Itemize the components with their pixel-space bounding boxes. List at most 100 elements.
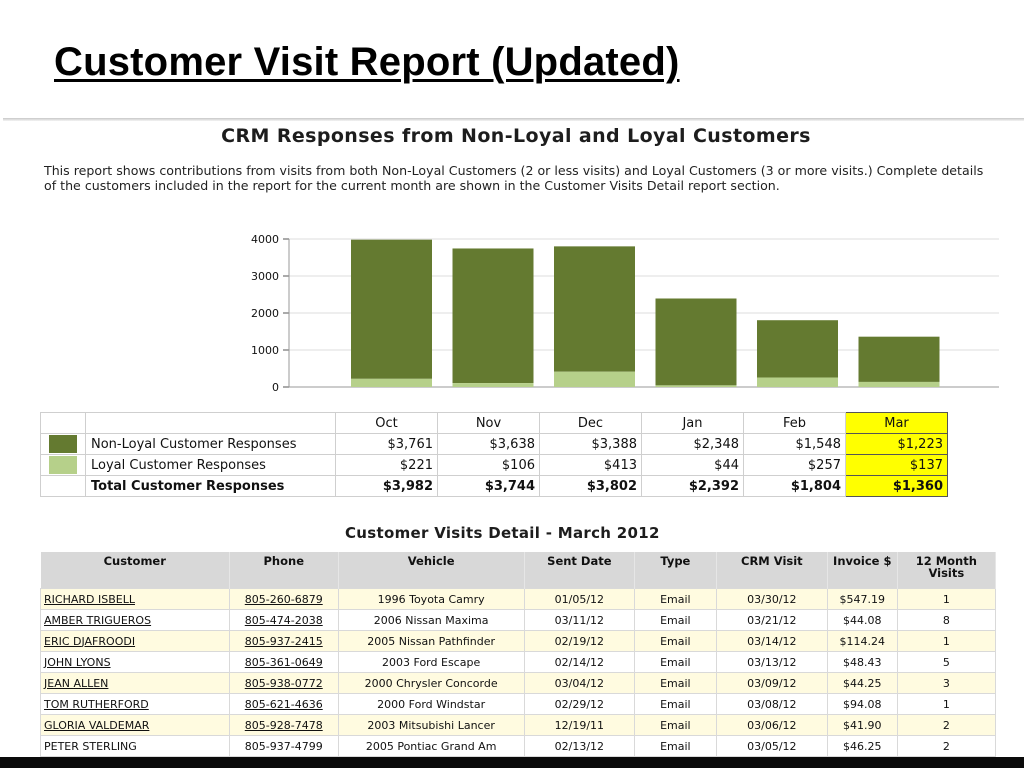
table-row: ERIC DJAFROODI 805-937-2415 2005 Nissan Pa… [40, 630, 997, 652]
y-tick-label-4: 4000 [251, 233, 279, 246]
bar-loyal-jan [655, 385, 737, 387]
cell-crm-visit: 03/21/12 [715, 609, 828, 631]
cell-type: Email [633, 609, 717, 631]
row-label: Non-Loyal Customer Responses [85, 433, 336, 455]
cell-sent-date: 01/05/12 [523, 588, 635, 610]
report-description: This report shows contributions from vis… [44, 163, 984, 193]
legend-swatch-cell [40, 475, 86, 497]
cell-type: Email [633, 672, 717, 694]
table-row: RICHARD ISBELL 805-260-6879 1996 Toyota Ca… [40, 588, 997, 610]
cell-invoice: $41.90 [826, 714, 898, 736]
bar-non-loyal-jan [655, 298, 737, 386]
value-cell-feb: $1,548 [743, 433, 846, 455]
value-cell-jan: $2,348 [641, 433, 744, 455]
cell-vehicle: 2003 Mitsubishi Lancer [337, 714, 525, 736]
cell-sent-date: 03/11/12 [523, 609, 635, 631]
table-row: JOHN LYONS 805-361-0649 2003 Ford Escape 02… [40, 651, 997, 673]
summary-header-row: Oct Nov Dec Jan Feb Mar [40, 412, 948, 434]
summary-table: Oct Nov Dec Jan Feb Mar Non-Loyal Customer Re… [40, 412, 948, 497]
bar-loyal-oct [351, 378, 432, 387]
bar-non-loyal-nov [452, 248, 534, 384]
value-cell-nov: $106 [437, 454, 540, 476]
month-header-jan: Jan [641, 412, 744, 434]
row-label: Total Customer Responses [85, 475, 336, 497]
cell-phone[interactable]: 805-928-7478 [228, 714, 339, 736]
y-tick-label-1: 1000 [251, 344, 279, 357]
cell-phone[interactable]: 805-361-0649 [228, 651, 339, 673]
column-header-invoice: Invoice $ [827, 552, 898, 589]
cell-crm-visit: 03/06/12 [715, 714, 828, 736]
cell-phone[interactable]: 805-937-2415 [228, 630, 339, 652]
summary-label-header [85, 412, 336, 434]
cell-type: Email [633, 630, 717, 652]
cell-invoice: $46.25 [826, 735, 898, 757]
bar-loyal-mar [858, 381, 940, 387]
summary-corner-cell [40, 412, 86, 434]
cell-sent-date: 02/13/12 [523, 735, 635, 757]
month-header-mar: Mar [845, 412, 948, 434]
table-row: GLORIA VALDEMAR 805-928-7478 2003 Mitsubis… [40, 714, 997, 736]
cell-invoice: $94.08 [826, 693, 898, 715]
cell-visits: 5 [896, 651, 997, 673]
cell-visits: 1 [896, 693, 997, 715]
cell-phone: 805-937-4799 [228, 735, 339, 757]
cell-crm-visit: 03/05/12 [715, 735, 828, 757]
cell-phone[interactable]: 805-621-4636 [228, 693, 339, 715]
value-cell-dec: $413 [539, 454, 642, 476]
cell-crm-visit: 03/14/12 [715, 630, 828, 652]
column-header-type: Type [634, 552, 717, 589]
value-cell-nov: $3,638 [437, 433, 540, 455]
cell-visits: 1 [896, 588, 997, 610]
cell-visits: 1 [896, 630, 997, 652]
cell-phone[interactable]: 805-938-0772 [228, 672, 339, 694]
table-row: JEAN ALLEN 805-938-0772 2000 Chrysler Conc… [40, 672, 997, 694]
bar-loyal-dec [554, 371, 635, 387]
y-tick-label-2: 2000 [251, 307, 279, 320]
month-header-dec: Dec [539, 412, 642, 434]
y-tick-label-3: 3000 [251, 270, 279, 283]
cell-crm-visit: 03/09/12 [715, 672, 828, 694]
cell-customer[interactable]: JEAN ALLEN [40, 672, 230, 694]
bar-loyal-feb [757, 377, 838, 387]
summary-total-row: Total Customer Responses $3,982 $3,744 $3,8… [40, 475, 948, 497]
bar-non-loyal-oct [351, 239, 432, 379]
cell-vehicle: 2003 Ford Escape [337, 651, 525, 673]
report-top-border [3, 118, 1024, 121]
cell-phone[interactable]: 805-260-6879 [228, 588, 339, 610]
y-tick-label-0: 0 [272, 381, 279, 394]
value-cell-mar: $1,360 [845, 475, 948, 497]
cell-vehicle: 2000 Chrysler Concorde [337, 672, 525, 694]
cell-sent-date: 02/14/12 [523, 651, 635, 673]
cell-vehicle: 2005 Nissan Pathfinder [337, 630, 525, 652]
month-header-nov: Nov [437, 412, 540, 434]
cell-customer[interactable]: RICHARD ISBELL [40, 588, 230, 610]
table-row: TOM RUTHERFORD 805-621-4636 2000 Ford Wind… [40, 693, 997, 715]
cell-vehicle: 2005 Pontiac Grand Am [337, 735, 525, 757]
column-header-sent-date: Sent Date [524, 552, 635, 589]
column-header-visits: 12 Month Visits [897, 552, 997, 589]
cell-customer[interactable]: ERIC DJAFROODI [40, 630, 230, 652]
cell-sent-date: 03/04/12 [523, 672, 635, 694]
column-header-customer: Customer [40, 552, 230, 589]
cell-customer[interactable]: GLORIA VALDEMAR [40, 714, 230, 736]
cell-vehicle: 2006 Nissan Maxima [337, 609, 525, 631]
month-header-feb: Feb [743, 412, 846, 434]
month-header-oct: Oct [335, 412, 438, 434]
value-cell-jan: $2,392 [641, 475, 744, 497]
cell-visits: 2 [896, 735, 997, 757]
cell-customer[interactable]: AMBER TRIGUEROS [40, 609, 230, 631]
cell-invoice: $44.08 [826, 609, 898, 631]
cell-type: Email [633, 588, 717, 610]
table-row: PETER STERLING 805-937-4799 2005 Pontiac G… [40, 735, 997, 757]
legend-swatch [49, 435, 77, 453]
cell-customer[interactable]: JOHN LYONS [40, 651, 230, 673]
cell-vehicle: 1996 Toyota Camry [337, 588, 525, 610]
value-cell-dec: $3,802 [539, 475, 642, 497]
cell-type: Email [633, 693, 717, 715]
legend-swatch [49, 456, 77, 474]
cell-phone[interactable]: 805-474-2038 [228, 609, 339, 631]
cell-customer[interactable]: TOM RUTHERFORD [40, 693, 230, 715]
column-header-crm-visit: CRM Visit [716, 552, 828, 589]
cell-type: Email [633, 735, 717, 757]
value-cell-mar: $1,223 [845, 433, 948, 455]
